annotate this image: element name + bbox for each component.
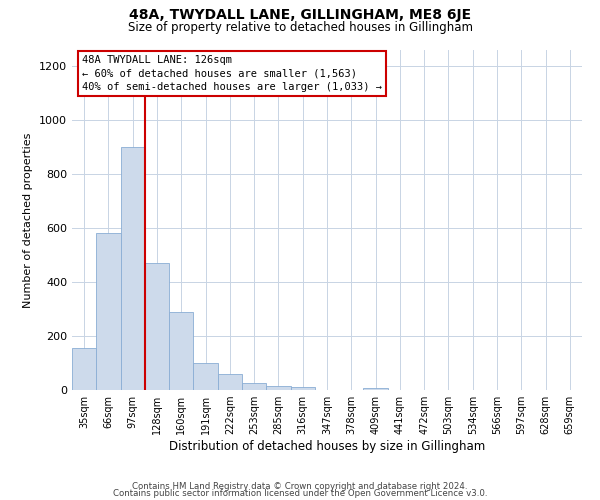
Bar — [242, 382, 266, 390]
Bar — [290, 387, 315, 390]
X-axis label: Distribution of detached houses by size in Gillingham: Distribution of detached houses by size … — [169, 440, 485, 453]
Bar — [218, 374, 242, 390]
Text: Size of property relative to detached houses in Gillingham: Size of property relative to detached ho… — [128, 21, 473, 34]
Text: Contains HM Land Registry data © Crown copyright and database right 2024.: Contains HM Land Registry data © Crown c… — [132, 482, 468, 491]
Bar — [96, 234, 121, 390]
Y-axis label: Number of detached properties: Number of detached properties — [23, 132, 34, 308]
Bar — [193, 363, 218, 390]
Bar — [169, 312, 193, 390]
Text: 48A, TWYDALL LANE, GILLINGHAM, ME8 6JE: 48A, TWYDALL LANE, GILLINGHAM, ME8 6JE — [129, 8, 471, 22]
Bar — [145, 263, 169, 390]
Bar — [72, 348, 96, 390]
Text: 48A TWYDALL LANE: 126sqm
← 60% of detached houses are smaller (1,563)
40% of sem: 48A TWYDALL LANE: 126sqm ← 60% of detach… — [82, 55, 382, 92]
Bar — [266, 386, 290, 390]
Bar — [121, 147, 145, 390]
Text: Contains public sector information licensed under the Open Government Licence v3: Contains public sector information licen… — [113, 488, 487, 498]
Bar — [364, 388, 388, 390]
